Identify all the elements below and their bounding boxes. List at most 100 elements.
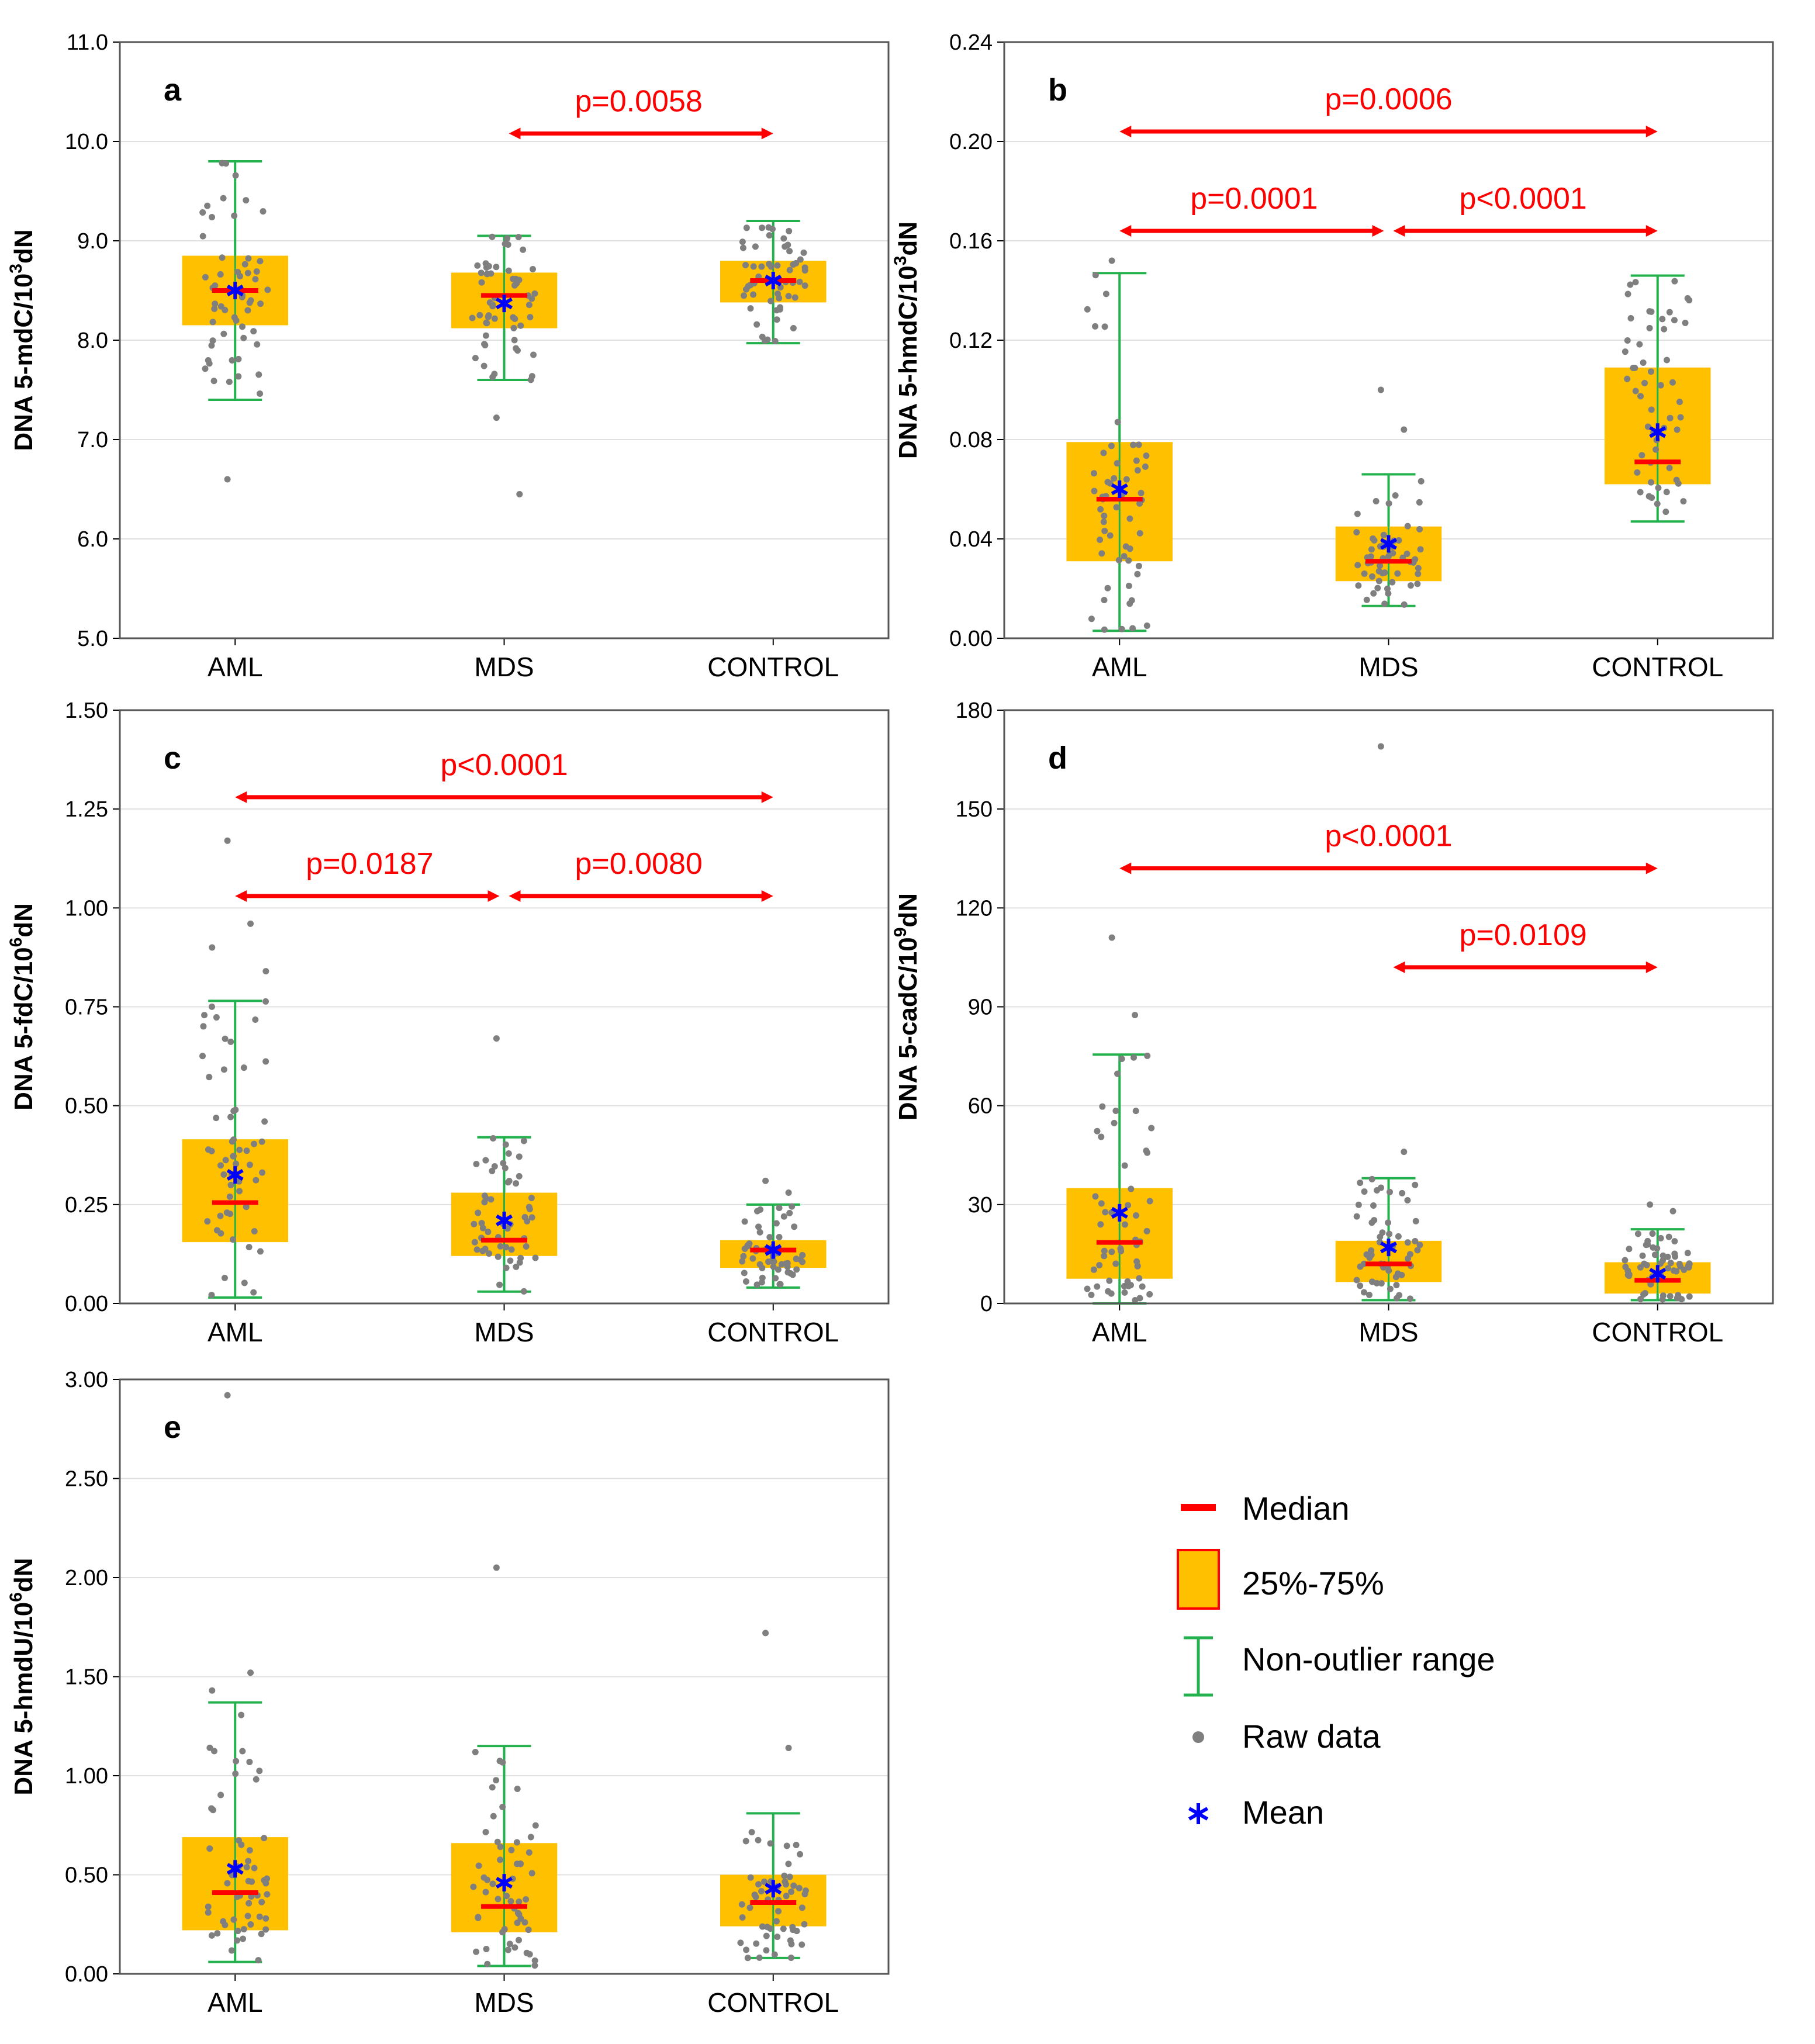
raw-data-point (1102, 290, 1109, 298)
mean-star-stroke (226, 284, 244, 297)
raw-data-point (1107, 532, 1114, 539)
raw-data-outlier (209, 944, 216, 951)
raw-data-point (236, 1188, 243, 1195)
raw-data-point (786, 1873, 793, 1880)
raw-data-point (1108, 1290, 1115, 1297)
raw-data-point (1090, 470, 1097, 477)
raw-data-point (791, 1223, 798, 1230)
raw-data-point (516, 276, 523, 283)
raw-data-point (767, 1925, 774, 1932)
raw-data-point (1113, 504, 1120, 511)
raw-data-point (1652, 446, 1660, 453)
raw-data-point (1118, 625, 1125, 632)
raw-data-point (1100, 449, 1107, 456)
panel-label: a (164, 72, 182, 108)
raw-data-point (1135, 441, 1142, 448)
raw-data-point (206, 1744, 213, 1751)
raw-data-point (208, 1932, 215, 1939)
raw-data-point (748, 1829, 755, 1836)
plot-frame (1003, 41, 1774, 639)
raw-data-point (1091, 487, 1098, 494)
raw-data-point (243, 1203, 250, 1211)
raw-data-point (212, 282, 219, 289)
significance-arrow-right (1372, 225, 1384, 237)
panel-e: 0.00 0.50 1.00 1.50 2.00 2.50 3.00 AML MDS CONTRO… (6, 1368, 890, 2018)
raw-data-point (497, 1844, 504, 1851)
raw-data-point (780, 235, 787, 242)
raw-data-point (1645, 493, 1652, 500)
y-tick-label: 2.00 (65, 1566, 108, 1590)
raw-data-point (247, 1921, 254, 1928)
raw-data-point (489, 1880, 496, 1887)
y-tick-label: 8.0 (77, 328, 108, 353)
raw-data-point (1084, 1285, 1091, 1292)
raw-data-outlier (762, 1630, 769, 1637)
raw-data-point (1640, 359, 1647, 366)
y-tick-label: 0.75 (65, 995, 108, 1020)
raw-data-point (793, 1256, 800, 1263)
raw-data-point (790, 1882, 797, 1889)
raw-data-point (227, 1181, 234, 1188)
plot-frame (1003, 709, 1774, 1305)
raw-data-point (246, 299, 253, 306)
raw-data-point (473, 1948, 480, 1955)
raw-data-point (530, 351, 537, 358)
raw-data-point (209, 1807, 216, 1814)
raw-data-point (217, 1791, 224, 1799)
raw-data-point (219, 160, 226, 167)
raw-data-point (531, 290, 538, 297)
y-tick-label: 90 (968, 995, 993, 1020)
raw-data-outlier (493, 414, 500, 421)
raw-data-point (491, 1163, 498, 1170)
x-tick-label: CONTROL (1592, 1317, 1723, 1347)
raw-data-point (1643, 1241, 1650, 1248)
raw-data-point (786, 1209, 793, 1216)
raw-data-point (757, 1206, 764, 1213)
raw-data-point (252, 1016, 259, 1023)
raw-data-point (500, 1160, 507, 1167)
raw-data-point (1108, 442, 1115, 449)
raw-data-point (797, 256, 804, 263)
raw-data-point (251, 1865, 258, 1872)
raw-data-point (1414, 580, 1421, 587)
raw-data-outlier (1132, 1012, 1139, 1019)
raw-data-point (1677, 414, 1684, 421)
raw-data-point (1416, 525, 1423, 532)
raw-data-point (235, 373, 242, 380)
raw-data-point (783, 1893, 790, 1900)
raw-data-point (1368, 573, 1375, 580)
raw-data-point (527, 1834, 534, 1841)
raw-data-point (1370, 590, 1377, 597)
raw-data-outlier (1108, 257, 1115, 264)
raw-data-point (489, 1784, 496, 1791)
raw-data-point (1111, 475, 1118, 482)
raw-data-point (499, 1803, 506, 1810)
raw-data-point (525, 1927, 532, 1934)
legend-raw-label: Raw data (1242, 1718, 1381, 1755)
raw-data-point (785, 293, 792, 300)
raw-data-point (209, 213, 216, 220)
raw-data-point (490, 1813, 497, 1820)
raw-data-point (1112, 1108, 1119, 1115)
raw-data-point (1134, 570, 1141, 577)
raw-data-point (749, 1255, 756, 1262)
raw-data-point (511, 1944, 518, 1951)
raw-data-point (1101, 527, 1108, 534)
raw-data-point (755, 1881, 762, 1888)
raw-data-point (502, 1141, 509, 1148)
raw-data-point (1667, 1293, 1674, 1300)
raw-data-point (264, 1891, 271, 1898)
raw-data-point (506, 1941, 513, 1948)
raw-data-point (1657, 1234, 1664, 1241)
raw-data-point (261, 1835, 268, 1842)
y-tick-label: 60 (968, 1094, 993, 1119)
raw-data-point (202, 274, 209, 281)
raw-data-point (1146, 1198, 1153, 1205)
raw-data-point (1130, 441, 1137, 448)
raw-data-point (768, 298, 775, 305)
raw-data-point (1663, 489, 1670, 496)
raw-data-point (1361, 1188, 1368, 1195)
mean-star-stroke (1380, 538, 1397, 550)
raw-data-point (758, 263, 765, 270)
raw-data-outlier (516, 491, 523, 497)
